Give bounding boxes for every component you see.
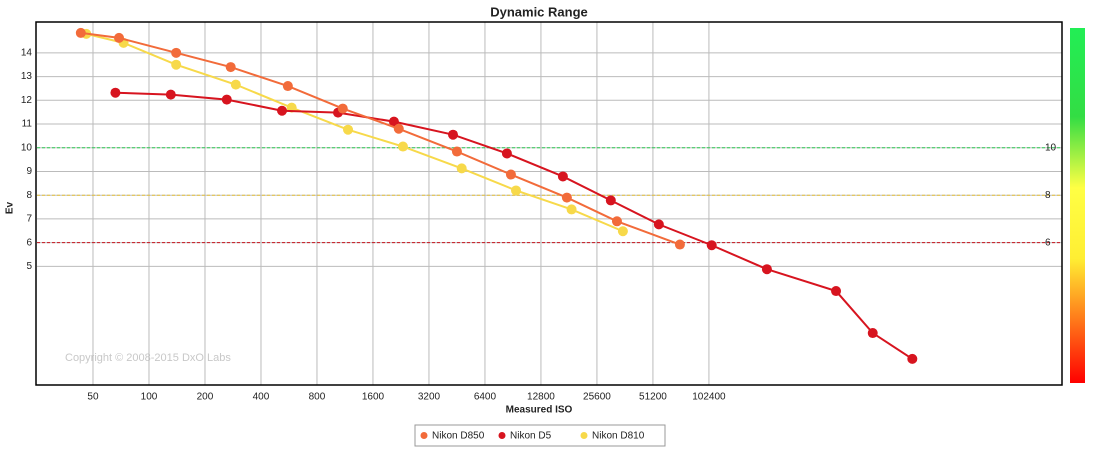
data-point xyxy=(456,163,467,174)
data-point xyxy=(171,59,182,70)
x-tick-label: 50 xyxy=(87,392,99,403)
y-tick-label: 8 xyxy=(26,190,32,201)
x-axis-title: Measured ISO xyxy=(506,405,573,416)
legend-label: Nikon D5 xyxy=(510,431,552,442)
color-gauge xyxy=(1070,28,1085,383)
x-tick-label: 102400 xyxy=(692,392,726,403)
data-point xyxy=(337,103,348,114)
data-point xyxy=(867,328,878,339)
reference-label: 6 xyxy=(1045,237,1051,248)
data-point xyxy=(831,286,842,297)
legend-marker xyxy=(580,432,588,439)
series-line xyxy=(80,31,681,246)
data-point xyxy=(225,62,236,73)
data-point xyxy=(75,27,86,38)
y-tick-label: 6 xyxy=(26,237,32,248)
data-point xyxy=(907,353,918,364)
data-point xyxy=(343,124,354,135)
copyright: Copyright © 2008-2015 DxO Labs xyxy=(65,352,231,364)
data-point xyxy=(397,141,408,152)
x-tick-label: 1600 xyxy=(362,392,385,403)
data-point xyxy=(653,219,664,230)
series-line xyxy=(86,32,624,233)
x-tick-label: 200 xyxy=(197,392,214,403)
data-point xyxy=(282,81,293,92)
data-point xyxy=(230,79,241,90)
legend-label: Nikon D850 xyxy=(432,431,485,442)
data-point xyxy=(221,94,232,105)
series-line xyxy=(115,91,913,360)
chart-title: Dynamic Range xyxy=(490,4,588,19)
x-tick-label: 100 xyxy=(141,392,158,403)
data-point xyxy=(761,264,772,275)
y-tick-label: 11 xyxy=(22,119,33,130)
x-tick-label: 12800 xyxy=(527,392,555,403)
data-point xyxy=(393,123,404,134)
series xyxy=(75,27,918,364)
legend-marker xyxy=(420,432,428,439)
y-axis-title: Ev xyxy=(5,201,16,214)
data-point xyxy=(505,169,516,180)
data-point xyxy=(165,89,176,100)
x-tick-label: 25600 xyxy=(583,392,611,403)
y-tick-label: 9 xyxy=(26,166,32,177)
y-tick-label: 7 xyxy=(26,214,32,225)
data-point xyxy=(451,146,462,157)
data-point xyxy=(617,226,628,237)
data-point xyxy=(388,116,399,127)
legend-label: Nikon D810 xyxy=(592,431,645,442)
legend-marker xyxy=(498,432,506,439)
legend-box xyxy=(414,424,666,447)
reference-label: 10 xyxy=(1045,142,1057,153)
data-point xyxy=(674,239,685,250)
legend: Nikon D850 Nikon D5 Nikon D810 xyxy=(414,424,666,447)
y-tick-label: 14 xyxy=(21,47,33,58)
x-tick-label: 800 xyxy=(309,392,326,403)
data-point xyxy=(448,129,459,140)
data-point xyxy=(277,105,288,116)
y-tick-label: 13 xyxy=(21,71,33,82)
data-point xyxy=(110,87,121,98)
grid: 5 6 7 8 9 10 11 12 13 14 50 100 200 400 800 1600 3200 640… xyxy=(21,22,1062,403)
x-tick-label: 51200 xyxy=(639,392,667,403)
data-point xyxy=(561,192,572,203)
data-point xyxy=(605,195,616,206)
data-point xyxy=(706,240,717,251)
x-tick-label: 400 xyxy=(253,392,270,403)
data-point xyxy=(501,148,512,159)
data-point xyxy=(511,185,522,196)
y-tick-label: 12 xyxy=(21,95,33,106)
data-point xyxy=(611,216,622,227)
x-tick-label: 3200 xyxy=(418,392,441,403)
y-tick-label: 10 xyxy=(21,142,33,153)
reference-label: 8 xyxy=(1045,190,1051,201)
plot-frame xyxy=(35,21,1063,386)
data-point xyxy=(114,32,125,43)
data-point xyxy=(171,47,182,58)
x-tick-label: 6400 xyxy=(474,392,497,403)
reference-lines: 10 8 6 xyxy=(37,142,1062,248)
data-point xyxy=(566,204,577,215)
data-point xyxy=(557,171,568,182)
y-tick-label: 5 xyxy=(26,261,32,272)
